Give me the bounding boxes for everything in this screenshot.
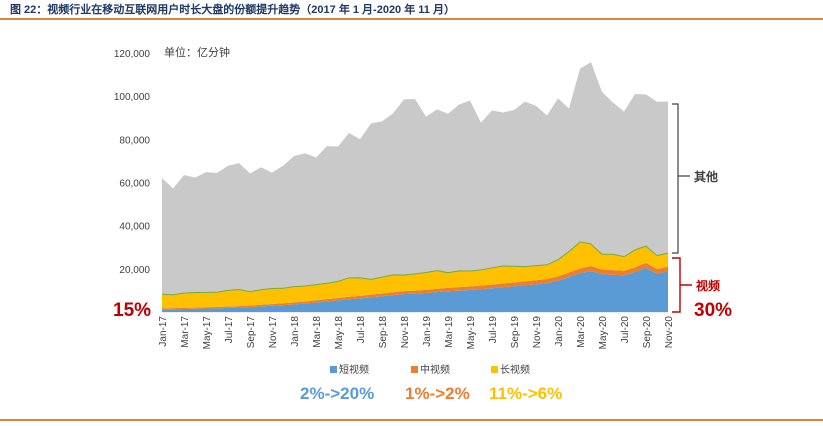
area-series <box>161 62 669 312</box>
x-tick-label: Mar-20 <box>576 316 587 348</box>
other-bracket <box>672 103 690 254</box>
x-tick-label: Mar-18 <box>312 316 323 348</box>
y-tick-label: 80,000 <box>119 135 150 146</box>
x-tick-label: Nov-18 <box>400 316 411 349</box>
growth-mid: 1%->2% <box>405 384 470 403</box>
x-tick-label: May-19 <box>466 316 477 350</box>
x-tick-labels: Jan-17 Mar-17 May-17 Jul-17 Sep-17 Nov-17 Jan-… <box>158 316 675 350</box>
legend-swatch-short <box>330 366 337 373</box>
x-tick-label: May-17 <box>202 316 213 350</box>
video-bracket <box>672 257 692 313</box>
x-tick-label: Jan-18 <box>290 316 301 347</box>
x-tick-label: Jul-20 <box>620 316 631 344</box>
x-tick-label: Mar-17 <box>180 316 191 348</box>
top-divider <box>0 18 823 20</box>
x-tick-label: May-20 <box>598 316 609 350</box>
x-tick-label: Jul-19 <box>488 316 499 344</box>
end-share: 30% <box>694 300 732 321</box>
video-label: 视频 <box>696 278 720 293</box>
area-short <box>162 267 668 312</box>
x-tick-label: Nov-20 <box>664 316 675 349</box>
x-tick-label: Jul-18 <box>356 316 367 344</box>
x-tick-label: Nov-17 <box>268 316 279 349</box>
other-label: 其他 <box>694 169 718 184</box>
x-tick-label: Jan-20 <box>554 316 565 347</box>
x-tick-label: Jan-19 <box>422 316 433 347</box>
y-tick-label: 60,000 <box>119 179 150 190</box>
y-tick-label: 40,000 <box>119 222 150 233</box>
x-tick-label: Nov-19 <box>532 316 543 349</box>
y-tick-label: 120,000 <box>114 49 151 60</box>
legend-label-mid: 中视频 <box>420 363 450 376</box>
y-tick-labels: 0 20,000 40,000 60,000 80,000 100,000 120,000 <box>114 49 151 319</box>
x-tick-label: Sep-18 <box>378 316 389 349</box>
bottom-divider <box>0 419 823 421</box>
x-tick-label: Mar-19 <box>444 316 455 348</box>
figure-title: 图 22：视频行业在移动互联网用户时长大盘的份额提升趋势（2017 年 1 月-… <box>10 4 455 16</box>
x-tick-label: Jul-17 <box>224 316 235 344</box>
legend-label-short: 短视频 <box>339 363 369 376</box>
y-tick-label: 0 <box>144 308 150 319</box>
y-tick-label: 100,000 <box>114 92 151 103</box>
x-tick-label: Jan-17 <box>158 316 169 347</box>
legend-swatch-mid <box>411 366 418 373</box>
growth-short: 2%->20% <box>300 384 374 403</box>
area-long <box>162 241 668 309</box>
growth-long: 11%->6% <box>489 384 562 403</box>
legend-label-long: 长视频 <box>500 363 530 376</box>
legend: 短视频 中视频 长视频 <box>330 363 530 376</box>
x-tick-label: Sep-17 <box>246 316 257 349</box>
x-tick-label: May-18 <box>334 316 345 350</box>
legend-swatch-long <box>491 366 498 373</box>
x-tick-label: Sep-19 <box>510 316 521 349</box>
y-tick-label: 20,000 <box>119 265 150 276</box>
x-tick-label: Sep-20 <box>642 316 653 349</box>
area-other <box>162 62 668 295</box>
start-share: 15% <box>113 300 151 321</box>
unit-label: 单位：亿分钟 <box>164 45 230 59</box>
